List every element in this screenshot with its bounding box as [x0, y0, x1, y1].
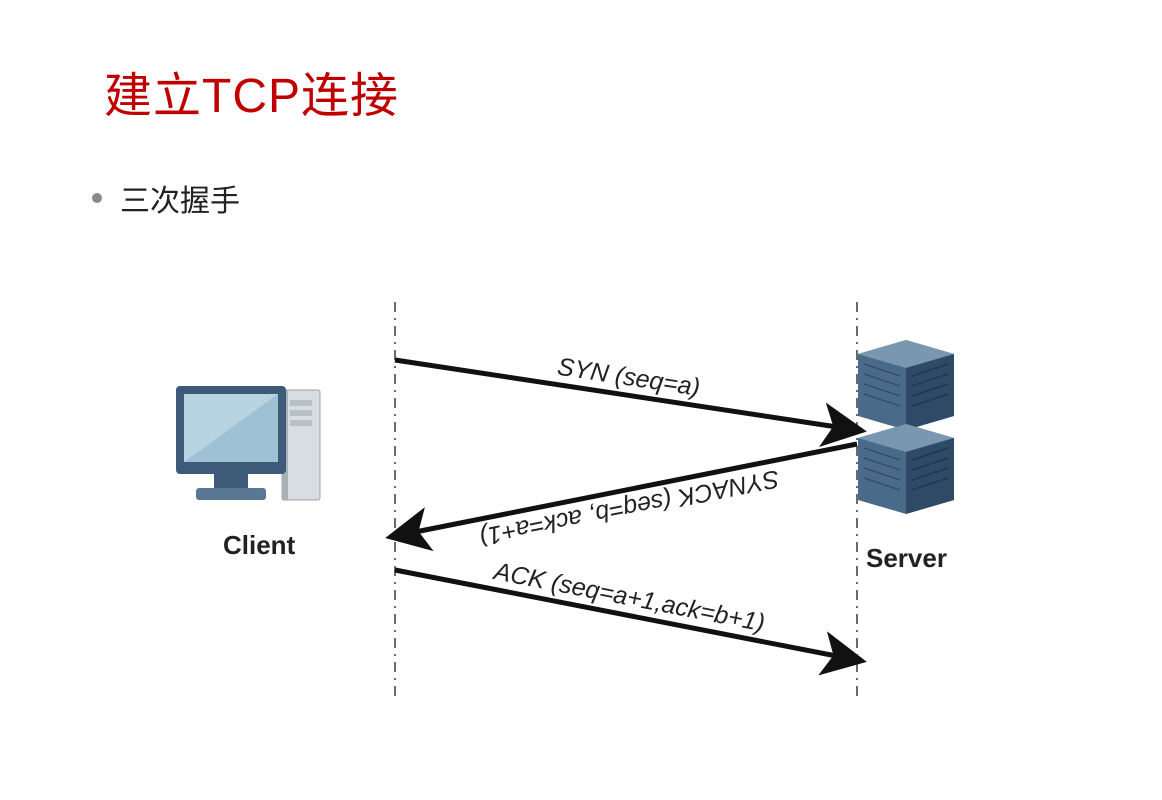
message-label: SYNACK (seq=b, ack=a+1) [477, 464, 782, 551]
server-label: Server [866, 543, 947, 574]
handshake-diagram: SYN (seq=a)SYNACK (seq=b, ack=a+1)ACK (s… [0, 0, 1162, 800]
edges: SYN (seq=a)SYNACK (seq=b, ack=a+1)ACK (s… [395, 353, 857, 660]
client-icon [176, 386, 320, 500]
server-icon [858, 340, 954, 514]
client-label: Client [223, 530, 295, 561]
